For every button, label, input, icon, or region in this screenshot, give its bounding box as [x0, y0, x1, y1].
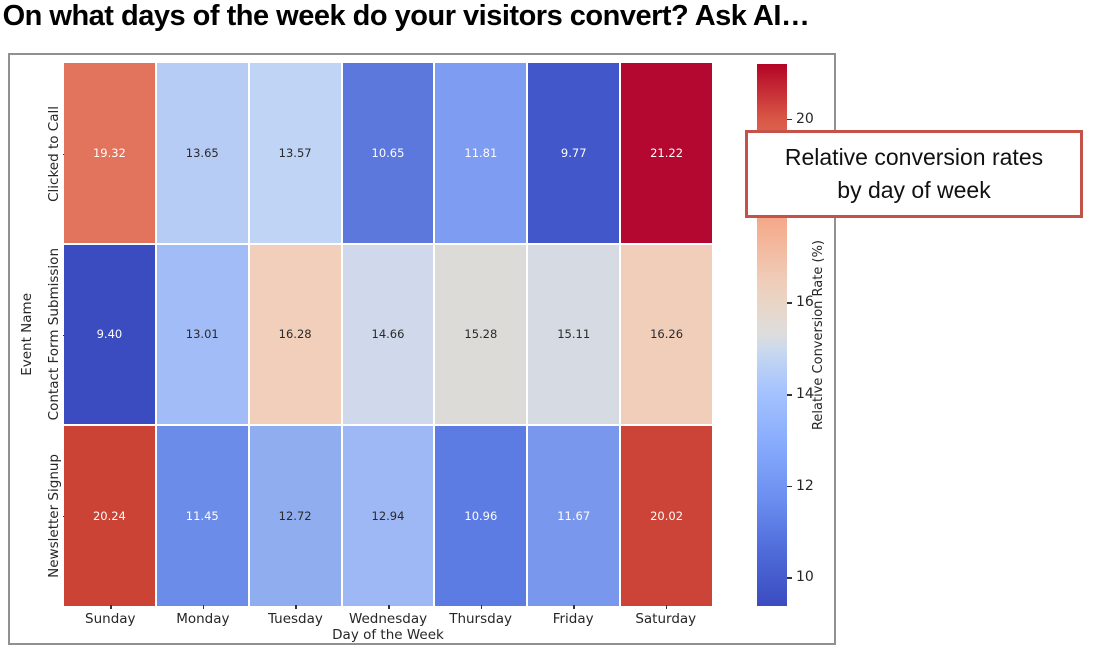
heatmap-cell: 15.28	[435, 244, 527, 425]
annotation-box: Relative conversion rates by day of week	[745, 130, 1083, 218]
heatmap-cell: 11.81	[435, 63, 527, 243]
heatmap-cell: 13.01	[156, 244, 248, 425]
x-tick-label: Tuesday	[249, 605, 342, 627]
x-tick-label: Wednesday	[342, 605, 435, 627]
y-axis-tick-labels: Clicked to Call Contact Form Submission Ne…	[40, 63, 68, 606]
heatmap-cell: 19.32	[64, 63, 155, 243]
x-tick-label: Monday	[157, 605, 250, 627]
heatmap-cell: 15.11	[528, 244, 620, 425]
y-tick-label: Clicked to Call	[40, 63, 68, 244]
colorbar-label-text: Relative Conversion Rate (%)	[810, 239, 826, 430]
heatmap-cell: 20.02	[621, 426, 712, 606]
y-tick-label: Contact Form Submission	[40, 244, 68, 425]
heatmap-cell: 9.77	[528, 63, 620, 243]
x-tick-label: Friday	[527, 605, 620, 627]
heatmap-cell: 16.26	[621, 244, 712, 425]
heatmap-cell: 14.66	[342, 244, 434, 425]
annotation-line1: Relative conversion rates	[784, 143, 1044, 170]
y-axis-title-text: Event Name	[19, 293, 35, 376]
heatmap-cell: 16.28	[249, 244, 341, 425]
heatmap-cell: 9.40	[64, 244, 155, 425]
chart-title: On what days of the week do your visitor…	[2, 0, 810, 32]
y-axis-title: Event Name	[18, 63, 36, 606]
y-tick-label: Newsletter Signup	[40, 425, 68, 606]
annotation-line2: by day of week	[837, 177, 991, 203]
x-tick-label: Thursday	[434, 605, 527, 627]
heatmap-grid: 19.32 13.65 13.57 10.65 11.81 9.77 21.22 9.40 13…	[64, 63, 712, 606]
x-tick-label: Saturday	[619, 605, 712, 627]
heatmap-cell: 13.65	[156, 63, 248, 243]
heatmap-cell: 10.65	[342, 63, 434, 243]
heatmap-cell: 11.67	[528, 426, 620, 606]
heatmap-cell: 10.96	[435, 426, 527, 606]
chart-figure: Event Name Clicked to Call Contact Form S…	[8, 53, 836, 645]
heatmap-cell: 11.45	[156, 426, 248, 606]
heatmap-cell: 20.24	[64, 426, 155, 606]
heatmap-cell: 12.94	[342, 426, 434, 606]
heatmap-cell: 12.72	[249, 426, 341, 606]
heatmap-cell: 13.57	[249, 63, 341, 243]
x-axis-title: Day of the Week	[332, 627, 444, 643]
x-axis-tick-labels: Sunday Monday Tuesday Wednesday Thursday Frid…	[64, 605, 712, 627]
x-tick-label: Sunday	[64, 605, 157, 627]
heatmap-cell: 21.22	[621, 63, 712, 243]
